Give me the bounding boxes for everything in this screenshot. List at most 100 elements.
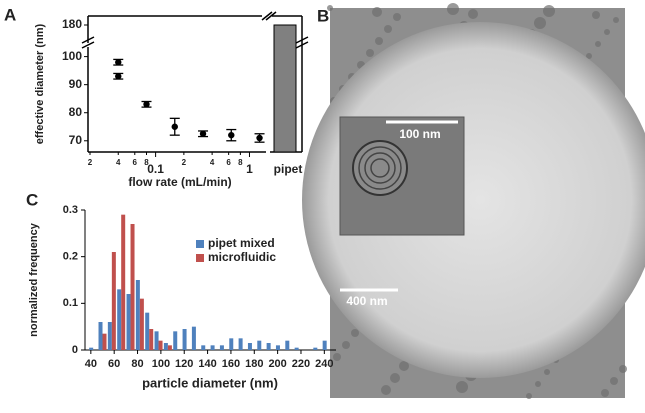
x-tick-label: 160 — [222, 358, 240, 370]
point — [115, 59, 122, 66]
bar — [238, 338, 243, 350]
particle — [610, 377, 618, 385]
particle — [381, 385, 391, 395]
legend-swatch — [196, 240, 204, 248]
bar — [322, 340, 327, 350]
legend-label: microfluidic — [208, 250, 276, 264]
scale-label: 100 nm — [399, 127, 440, 141]
y-tick-label: 0.1 — [63, 297, 78, 309]
bar — [154, 331, 159, 350]
error-point — [141, 100, 152, 108]
x-tick-label: 2 — [88, 158, 93, 167]
particle — [592, 11, 600, 19]
y-tick-label: 0.2 — [63, 251, 78, 263]
y-tick-label: 0.3 — [63, 204, 78, 216]
bar — [135, 280, 140, 350]
bar — [107, 322, 112, 350]
x-tick-label: 100 — [152, 358, 170, 370]
x-tick-label: 120 — [175, 358, 193, 370]
bar — [173, 331, 178, 350]
micrograph: 100 nm 400 nm — [302, 3, 645, 399]
particle — [534, 17, 546, 29]
axis-break — [295, 41, 309, 49]
y-tick-label: 70 — [69, 133, 83, 147]
particle — [543, 5, 555, 17]
x-tick-label: 4 — [116, 158, 121, 167]
x-tick-label: 40 — [85, 358, 97, 370]
bar — [102, 333, 107, 350]
particle — [351, 329, 359, 337]
point — [228, 131, 235, 139]
error-point — [198, 130, 209, 138]
particle — [447, 3, 459, 15]
x-tick-label: 200 — [268, 358, 286, 370]
x-tick-label: pipet — [274, 162, 303, 176]
bar — [191, 326, 196, 350]
lamella — [358, 146, 402, 190]
particle — [601, 389, 609, 397]
particle — [342, 341, 350, 349]
particle — [535, 381, 541, 387]
particle — [586, 53, 592, 59]
x-tick-label: 180 — [245, 358, 263, 370]
error-point — [226, 128, 237, 142]
point — [143, 101, 150, 108]
particle — [327, 5, 333, 11]
bar — [275, 345, 280, 350]
bar — [182, 329, 187, 350]
x-tick-label: 220 — [292, 358, 310, 370]
particle — [526, 393, 532, 399]
y-tick-label: 0 — [72, 344, 78, 356]
legend-label: pipet mixed — [208, 236, 275, 250]
particle — [456, 381, 468, 393]
bar — [285, 340, 290, 350]
bar — [89, 347, 94, 350]
lamella — [364, 152, 396, 184]
point — [171, 123, 178, 130]
lamella — [370, 158, 390, 178]
x-axis-label: particle diameter (nm) — [142, 375, 278, 390]
y-axis-label: normalized frequency — [28, 222, 40, 337]
bar — [111, 252, 116, 350]
particle — [399, 361, 409, 371]
x-tick-label: 8 — [238, 158, 243, 167]
bar — [126, 294, 131, 350]
liposome — [352, 140, 408, 196]
bar — [313, 347, 318, 350]
x-tick-label: 0.1 — [147, 162, 164, 176]
point — [115, 73, 122, 80]
particle — [390, 373, 400, 383]
y-tick-label: 180 — [62, 17, 82, 31]
particle — [468, 9, 478, 19]
bar — [98, 322, 103, 350]
legend-swatch — [196, 254, 204, 262]
particle — [393, 13, 401, 21]
y-tick-label: 80 — [69, 105, 83, 119]
particle — [366, 49, 374, 57]
y-tick-label: 90 — [69, 77, 83, 91]
error-point — [113, 72, 124, 80]
x-axis-label: flow rate (mL/min) — [128, 175, 231, 189]
point — [199, 130, 207, 137]
bar — [158, 340, 163, 350]
bar — [294, 347, 299, 350]
bar — [273, 24, 297, 153]
bar — [139, 298, 144, 350]
bar — [145, 312, 150, 350]
axis-break — [295, 36, 309, 44]
bar — [163, 343, 168, 350]
x-tick-label: 60 — [108, 358, 120, 370]
particle — [372, 7, 382, 17]
axis-break — [261, 11, 273, 21]
axis-break — [81, 41, 95, 49]
y-axis-label: effective diameter (nm) — [34, 23, 46, 144]
axis-break — [81, 36, 95, 44]
scale-label: 400 nm — [346, 294, 387, 308]
bar — [121, 214, 126, 350]
bar — [210, 345, 215, 350]
bar — [201, 345, 206, 350]
bar — [229, 338, 234, 350]
panel-label: C — [26, 190, 38, 209]
x-tick-label: 2 — [182, 158, 187, 167]
